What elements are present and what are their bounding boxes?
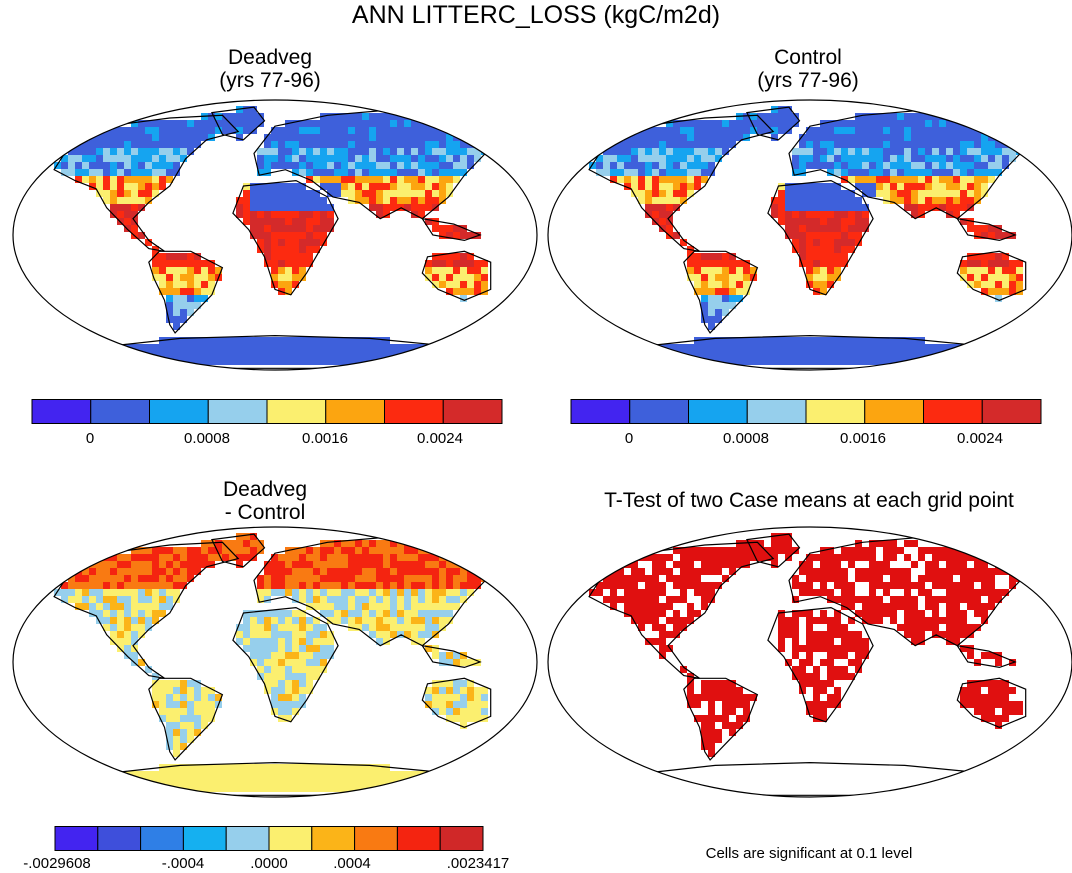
deadveg-panel-title: Deadveg (yrs 77-96): [150, 46, 390, 92]
difference-colorbar-label-3: .0004: [333, 855, 371, 872]
colorbar-swatch-7: [354, 826, 398, 851]
colorbar-swatch-5: [268, 826, 313, 851]
colorbar-swatch-1: [90, 399, 150, 424]
main-title: ANN LITTERC_LOSS (kgC/m2d): [351, 1, 721, 29]
difference-colorbar-label-2: .0000: [250, 855, 288, 872]
colorbar-swatch-2: [149, 399, 209, 424]
colorbar-swatch-5: [325, 399, 385, 424]
land-cells: [54, 106, 502, 365]
colorbar-swatch-3: [746, 399, 807, 424]
deadveg-colorbar-label-0: 0: [85, 430, 95, 447]
control-colorbar-label-1: 0.0008: [723, 430, 769, 447]
land-cells: [589, 533, 1037, 792]
colorbar-swatch-9: [439, 826, 484, 851]
colorbar-swatch-2: [140, 826, 184, 851]
difference-title-line1: Deadveg: [222, 478, 308, 501]
ttest-panel-title: T-Test of two Case means at each grid po…: [604, 489, 1014, 512]
colorbar-swatch-3: [207, 399, 268, 424]
colorbar-swatch-7: [442, 399, 503, 424]
difference-colorbar-label-0: -.0029608: [23, 855, 91, 872]
control-colorbar-label-0: 0: [624, 430, 634, 447]
colorbar-swatch-1: [97, 826, 142, 851]
colorbar-swatch-4: [225, 826, 270, 851]
colorbar-swatch-0: [54, 826, 99, 851]
map-frame: [12, 526, 538, 798]
difference-colorbar: [54, 826, 484, 851]
deadveg-title-line1: Deadveg: [227, 46, 313, 69]
deadveg-colorbar: [31, 399, 503, 424]
colorbar-swatch-4: [805, 399, 866, 424]
colorbar-swatch-6: [311, 826, 356, 851]
colorbar-swatch-1: [629, 399, 689, 424]
colorbar-swatch-2: [688, 399, 748, 424]
difference-colorbar-label-4: .0023417: [446, 855, 510, 872]
ttest-map: [547, 526, 1072, 798]
map-frame: [12, 99, 538, 371]
colorbar-swatch-6: [384, 399, 444, 424]
deadveg-title-line2: (yrs 77-96): [219, 69, 321, 92]
colorbar-swatch-5: [864, 399, 924, 424]
colorbar-swatch-4: [266, 399, 327, 424]
colorbar-swatch-0: [570, 399, 631, 424]
difference-map: [12, 526, 538, 798]
control-map: [547, 99, 1072, 371]
colorbar-swatch-3: [182, 826, 227, 851]
control-panel-title: Control (yrs 77-96): [688, 46, 928, 92]
significance-note: Cells are significant at 0.1 level: [705, 845, 913, 862]
control-colorbar-label-2: 0.0016: [840, 430, 886, 447]
deadveg-colorbar-label-1: 0.0008: [184, 430, 230, 447]
colorbar-swatch-0: [31, 399, 92, 424]
colorbar-swatch-8: [396, 826, 441, 851]
colorbar-swatch-7: [981, 399, 1042, 424]
difference-title-line2: - Control: [224, 501, 306, 524]
deadveg-map: [12, 99, 538, 371]
deadveg-colorbar-label-3: 0.0024: [417, 430, 463, 447]
control-colorbar: [570, 399, 1042, 424]
difference-panel-title: Deadveg - Control: [145, 478, 385, 524]
control-colorbar-label-3: 0.0024: [957, 430, 1003, 447]
deadveg-colorbar-label-2: 0.0016: [302, 430, 348, 447]
control-title-line1: Control: [774, 46, 842, 69]
map-frame: [547, 99, 1072, 371]
colorbar-swatch-6: [923, 399, 983, 424]
map-frame: [547, 526, 1072, 798]
control-title-line2: (yrs 77-96): [757, 69, 859, 92]
land-cells: [54, 533, 502, 792]
difference-colorbar-label-1: -.0004: [161, 855, 205, 872]
